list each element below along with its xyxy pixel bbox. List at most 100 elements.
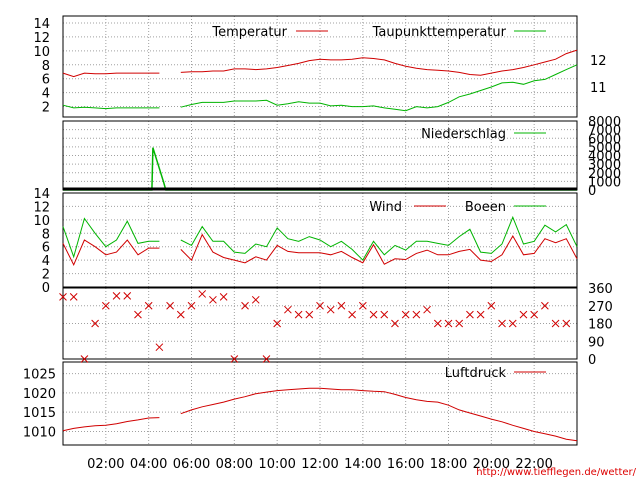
wind-direction-point (380, 310, 389, 319)
wind-ytick-label: 6 (42, 241, 50, 256)
temp-ytick-label: 10 (33, 45, 50, 60)
wind-direction-point (69, 293, 78, 301)
wind-direction-point (316, 301, 324, 310)
precip-ytick-label: 1000 (588, 175, 621, 190)
wind-ytick-label: 2 (42, 268, 50, 283)
wind-direction-point (198, 290, 207, 298)
temp-ytick-label: 4 (42, 87, 50, 102)
wind-ytick-label: 14 (33, 187, 50, 202)
taupunkt-line (62, 64, 578, 112)
wind-direction-point (155, 343, 164, 352)
x-tick-label: 10:00 (258, 457, 295, 472)
pressure-ytick-label: 1015 (23, 406, 56, 421)
wind-direction-point (59, 293, 67, 301)
grid-layer (63, 16, 577, 445)
dir-ytick-label: 360 (588, 282, 613, 297)
wind-direction-point (241, 301, 249, 310)
wind-direction-point (444, 319, 453, 328)
legend-luftdruck-label: Luftdruck (445, 366, 507, 381)
wind-direction-point (273, 319, 282, 328)
precip-ytick-label: 7000 (588, 124, 621, 139)
x-tick-label: 04:00 (130, 457, 167, 472)
panel-frames (62, 15, 578, 446)
wind-direction-point (466, 310, 474, 319)
pressure-ytick-label: 1010 (23, 425, 56, 440)
wind-direction-point (487, 301, 496, 310)
precip-ytick-label: 5000 (588, 141, 621, 156)
x-tick-label: 06:00 (173, 457, 210, 472)
wind-direction-point (305, 310, 314, 319)
dir-ytick-label: 0 (588, 353, 596, 368)
wind-direction-point (187, 301, 196, 310)
temperatur-line (62, 49, 578, 78)
wind-direction-point (508, 319, 517, 328)
wind-direction-point (358, 301, 367, 310)
temp-ytick-label: 8 (42, 59, 50, 74)
pressure-ytick-label: 1020 (23, 387, 56, 402)
legend-wind-label: Wind (369, 200, 402, 215)
wind-direction-point (412, 310, 421, 319)
wind-direction-point (476, 310, 485, 319)
wind-direction-point (144, 301, 153, 310)
wind-panel-frame (62, 192, 578, 288)
wind-direction-point (230, 355, 239, 363)
legend-taupunkt-label: Taupunkttemperatur (372, 25, 507, 40)
temp-panel-frame (62, 15, 578, 118)
wind-direction-point (294, 310, 303, 319)
precip-ytick-label: 2000 (588, 167, 621, 182)
wind-ytick-label: 12 (33, 200, 50, 215)
temp-ytick-label: 14 (33, 17, 50, 32)
wind-direction-point (423, 305, 431, 314)
precip-ytick-label: 4000 (588, 150, 621, 165)
precip-ytick-label: 0 (588, 184, 596, 199)
wind-ytick-label: 10 (33, 214, 50, 229)
wind-direction-point (337, 301, 346, 310)
dir-ytick-label: 180 (588, 318, 613, 333)
wind-direction-point (91, 319, 99, 328)
wind-ytick-label: 4 (42, 254, 50, 269)
dir-panel-frame (62, 287, 578, 360)
x-tick-label: 18:00 (430, 457, 467, 472)
temp-ytick-right-label: 12 (590, 54, 607, 69)
x-tick-label: 12:00 (301, 457, 338, 472)
wind-direction-point (166, 301, 174, 310)
temp-ytick-label: 12 (33, 31, 50, 46)
wind-direction-point (551, 319, 560, 328)
wind-ytick-label: 8 (42, 227, 50, 242)
temp-ytick-right-label: 11 (590, 81, 607, 96)
wind-direction-point (112, 292, 121, 300)
source-url: http://www.tiefflegen.de/wetter/ (476, 467, 636, 478)
wind-direction-point (80, 355, 89, 363)
precip-ytick-label: 6000 (588, 132, 621, 147)
pressure-ytick-label: 1025 (23, 368, 56, 383)
wind-direction-point (401, 310, 410, 319)
x-tick-label: 20:00 (473, 457, 510, 472)
wind-direction-point (455, 319, 464, 328)
x-tick-label: 02:00 (87, 457, 124, 472)
boeen-line (62, 215, 578, 261)
wind-direction-point (219, 293, 228, 301)
temp-ytick-label: 6 (42, 73, 50, 88)
wind-direction-point (176, 310, 185, 319)
wind-direction-point (262, 355, 271, 363)
x-tick-label: 08:00 (216, 457, 253, 472)
wind-line (62, 233, 578, 266)
wind-direction-point (134, 310, 142, 319)
wind-direction-point (433, 319, 442, 328)
wind-direction-point (251, 295, 260, 304)
wind-direction-point (348, 310, 356, 319)
wind-direction-point (101, 301, 110, 310)
precip-ytick-label: 8000 (588, 115, 621, 130)
wind-direction-point (498, 319, 506, 328)
legend-boeen-label: Boeen (465, 200, 506, 215)
wind-direction-point (209, 295, 217, 304)
precip-ytick-label: 3000 (588, 158, 621, 173)
luftdruck-line (62, 387, 578, 442)
wind-direction-point (123, 292, 132, 300)
wind-direction-point (326, 305, 335, 314)
wind-direction-point (541, 301, 549, 310)
pressure-panel-frame (62, 361, 578, 446)
legend-temperatur-label: Temperatur (211, 25, 287, 40)
